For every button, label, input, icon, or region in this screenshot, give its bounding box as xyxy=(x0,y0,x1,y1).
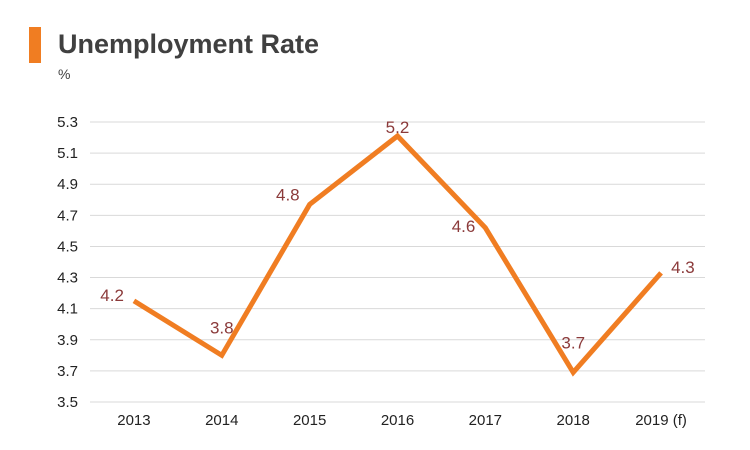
x-tick-label: 2019 (f) xyxy=(635,412,687,429)
y-axis-unit-label: % xyxy=(58,66,71,82)
x-tick-label: 2017 xyxy=(469,412,502,429)
y-tick-label: 5.3 xyxy=(57,114,78,131)
data-label: 3.7 xyxy=(561,333,585,352)
data-label: 4.3 xyxy=(671,258,695,277)
series-line xyxy=(132,132,663,377)
y-tick-label: 4.7 xyxy=(57,207,78,224)
x-tick-label: 2014 xyxy=(205,412,238,429)
y-tick-label: 3.9 xyxy=(57,332,78,349)
data-label: 3.8 xyxy=(210,318,234,337)
gridlines xyxy=(90,121,705,403)
y-tick-label: 4.3 xyxy=(57,270,78,287)
x-tick-label: 2015 xyxy=(293,412,326,429)
data-label: 4.2 xyxy=(100,286,124,305)
title-accent-bar xyxy=(29,27,41,63)
y-tick-label: 3.5 xyxy=(57,394,78,411)
y-tick-label: 5.1 xyxy=(57,145,78,162)
x-tick-label: 2018 xyxy=(557,412,590,429)
x-axis-ticks: 2013 2014 2015 2016 2017 2018 2019 (f) xyxy=(117,412,687,429)
y-axis-ticks: 3.5 3.7 3.9 4.1 4.3 4.5 4.7 4.9 5.1 5.3 xyxy=(57,114,78,411)
x-tick-label: 2013 xyxy=(117,412,150,429)
data-labels: 4.2 3.8 4.8 5.2 4.6 3.7 4.3 xyxy=(100,118,694,352)
y-tick-label: 4.1 xyxy=(57,301,78,318)
data-label: 4.8 xyxy=(276,185,300,204)
x-tick-label: 2016 xyxy=(381,412,414,429)
data-label: 5.2 xyxy=(386,118,410,137)
y-tick-label: 4.5 xyxy=(57,238,78,255)
data-label: 4.6 xyxy=(452,217,476,236)
y-tick-label: 4.9 xyxy=(57,176,78,193)
y-tick-label: 3.7 xyxy=(57,363,78,380)
chart-title: Unemployment Rate xyxy=(58,29,320,59)
